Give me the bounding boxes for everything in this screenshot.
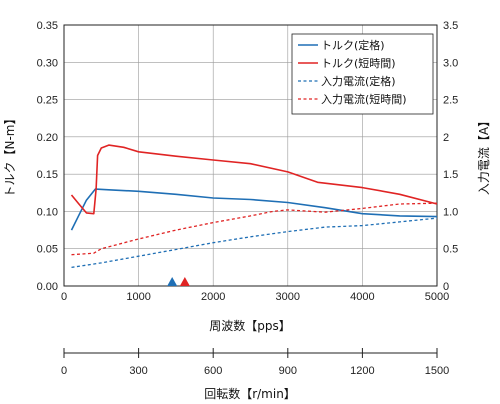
series-line-1 <box>70 188 438 231</box>
y-axis-right-label: 入力電流【A】 <box>477 115 491 195</box>
y-left-tick-label: 0.00 <box>37 281 58 293</box>
x-axis-label: 周波数【pps】 <box>209 318 291 333</box>
legend-label: 入力電流(定格) <box>321 74 396 88</box>
legend-label: トルク(定格) <box>321 38 385 52</box>
series-line-2 <box>70 144 438 215</box>
secondary-axis-label: 回転数【r/min】 <box>204 386 296 401</box>
x-tick-label: 2000 <box>201 291 225 303</box>
y-left-tick-label: 0.20 <box>37 132 58 144</box>
y-right-tick-label: 3.5 <box>443 20 458 32</box>
secondary-tick-label: 600 <box>204 365 222 377</box>
y-left-tick-label: 0.10 <box>37 206 58 218</box>
y-right-tick-label: 1.0 <box>443 206 458 218</box>
x-tick-label: 1000 <box>126 291 150 303</box>
legend-label: トルク(短時間) <box>321 56 396 70</box>
series-line-4 <box>71 202 438 256</box>
y-left-tick-label: 0.35 <box>37 20 58 32</box>
y-left-tick-label: 0.15 <box>37 169 58 181</box>
secondary-tick-label: 1200 <box>350 365 374 377</box>
y-right-tick-label: 3.0 <box>443 57 458 69</box>
y-axis-left-label: トルク【N-m】 <box>3 113 17 198</box>
series-group <box>70 144 438 269</box>
frequency-marker-2 <box>179 277 190 286</box>
y-left-tick-label: 0.30 <box>37 57 58 69</box>
secondary-tick-label: 900 <box>279 365 297 377</box>
x-tick-label: 3000 <box>276 291 300 303</box>
marker-group <box>167 277 190 286</box>
y-right-tick-label: 2.5 <box>443 95 458 107</box>
legend-box <box>291 33 434 115</box>
y-left-tick-label: 0.25 <box>37 95 58 107</box>
y-left-tick-label: 0.05 <box>37 244 58 256</box>
y-right-tick-label: 0.5 <box>443 244 458 256</box>
legend-label: 入力電流(短時間) <box>321 92 407 106</box>
secondary-tick-label: 1500 <box>425 365 449 377</box>
x-tick-label: 5000 <box>425 291 449 303</box>
x-tick-label: 0 <box>61 291 67 303</box>
series-line-3 <box>71 217 438 269</box>
frequency-marker-1 <box>167 277 178 286</box>
plot-frame <box>63 24 438 287</box>
secondary-tick-label: 300 <box>129 365 147 377</box>
y-right-tick-label: 2 <box>443 132 449 144</box>
x-tick-label: 4000 <box>350 291 374 303</box>
y-right-tick-label: 0 <box>443 281 449 293</box>
secondary-tick-label: 0 <box>61 365 67 377</box>
axis-ticks: 0 1000 2000 3000 4000 5000 0.00 0.05 0.10 0.15 0.2… <box>37 20 459 303</box>
y-right-tick-label: 1.5 <box>443 169 458 181</box>
legend: トルク(定格) トルク(短時間) 入力電流(定格) 入力電流(短時間) <box>291 33 434 115</box>
secondary-axis: 0 300 600 900 1200 1500 <box>61 348 449 377</box>
